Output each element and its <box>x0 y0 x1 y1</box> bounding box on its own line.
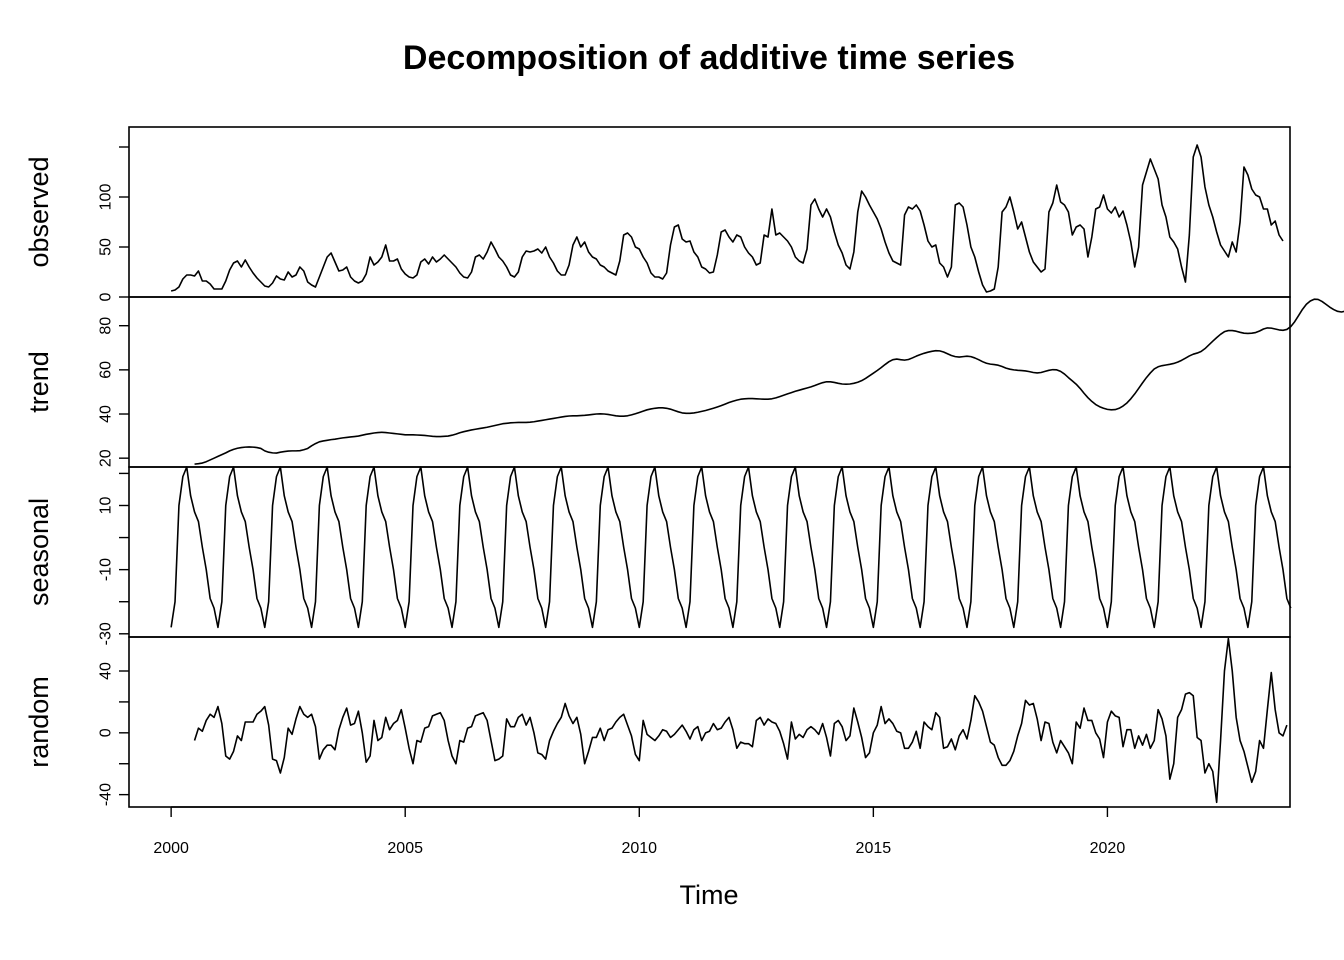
trend-axis-label: trend <box>24 351 54 413</box>
x-tick-label: 2020 <box>1090 840 1126 857</box>
observed-axis-label: observed <box>24 156 54 267</box>
random-series-line <box>193 637 1288 804</box>
random-y-tick-label: 0 <box>98 728 115 737</box>
random-axis-label: random <box>24 676 54 768</box>
random-y-tick-label: -40 <box>98 783 115 806</box>
panel-observed: 0 50 100 observed <box>24 126 1291 301</box>
trend-frame <box>128 296 1291 468</box>
panel-trend: 20 40 60 80 trend <box>24 296 1344 468</box>
random-frame <box>128 636 1291 808</box>
trend-y-tick-label: 40 <box>98 405 115 423</box>
trend-y-tick-label: 20 <box>98 449 115 467</box>
seasonal-y-tick-label: 10 <box>98 497 115 515</box>
x-axis-label: Time <box>680 880 739 910</box>
seasonal-y-tick-label: -30 <box>98 622 115 645</box>
seasonal-axis-label: seasonal <box>24 498 54 606</box>
observed-y-tick-label: 50 <box>98 238 115 256</box>
random-y-tick-label: 40 <box>98 662 115 680</box>
observed-series-line <box>170 144 1284 293</box>
x-tick-label: 2005 <box>387 840 423 857</box>
trend-series-line <box>194 298 1344 465</box>
x-tick-label: 2015 <box>856 840 892 857</box>
panels: 0 50 100 observed 20 40 60 80 trend -30 -10 10 seaso… <box>24 126 1344 808</box>
x-tick-label: 2000 <box>153 840 189 857</box>
panel-random: -40 0 40 random <box>24 636 1291 808</box>
seasonal-series-line <box>170 466 1292 629</box>
observed-y-tick-label: 100 <box>98 184 115 211</box>
x-tick-label: 2010 <box>621 840 657 857</box>
seasonal-frame <box>128 466 1291 638</box>
panel-seasonal: -30 -10 10 seasonal <box>24 466 1292 645</box>
seasonal-y-tick-label: -10 <box>98 558 115 581</box>
x-axis: 2000 2005 2010 2015 2020 <box>153 806 1126 857</box>
trend-y-tick-label: 60 <box>98 361 115 379</box>
trend-y-tick-label: 80 <box>98 317 115 335</box>
observed-y-tick-label: 0 <box>98 292 115 301</box>
chart-title: Decomposition of additive time series <box>403 39 1015 77</box>
